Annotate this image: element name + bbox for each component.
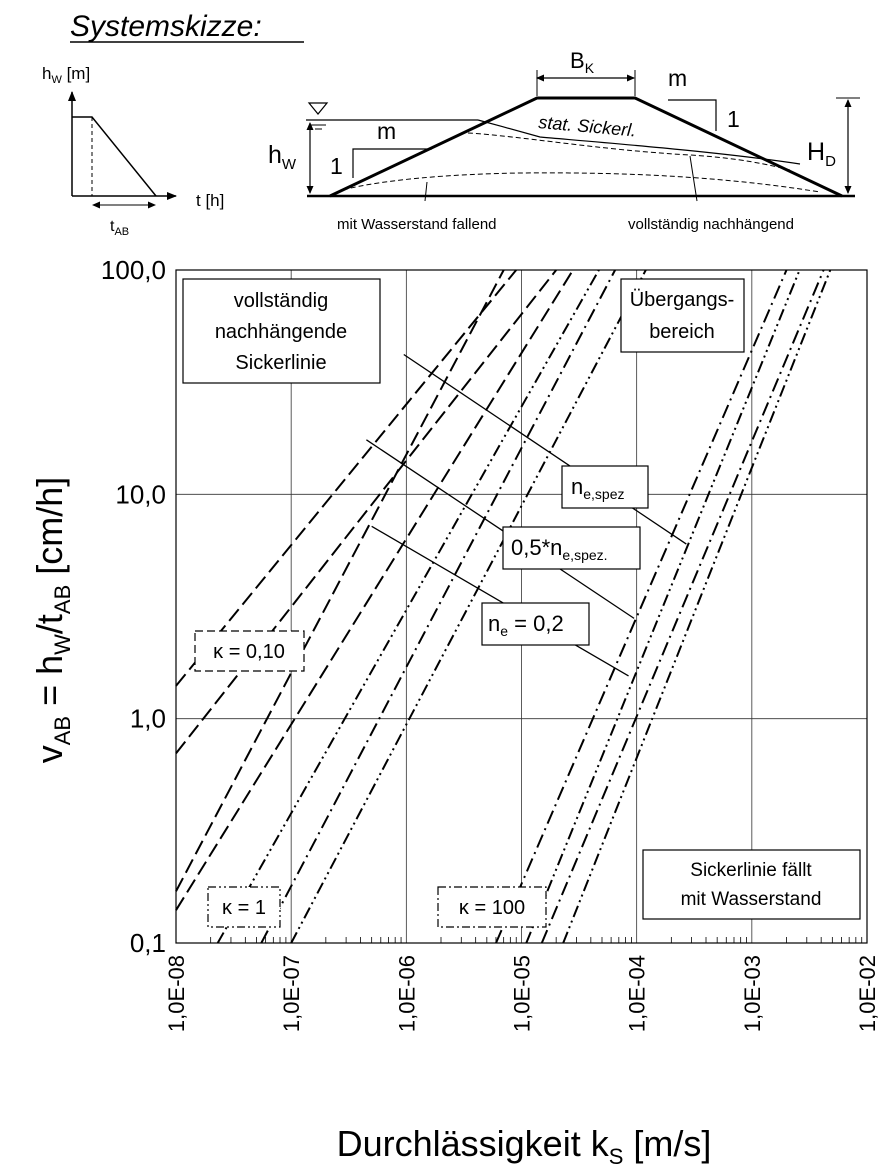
series-line [562, 269, 832, 944]
y-tick-label: 100,0 [101, 255, 166, 285]
series-line [290, 269, 647, 944]
svg-text:0,5*ne,spez.: 0,5*ne,spez. [511, 535, 608, 563]
box-half-ne-spez: 0,5*ne,spez. [502, 526, 641, 570]
series-line [260, 269, 616, 944]
one-label-left: 1 [330, 153, 343, 179]
svg-text:Übergangs-: Übergangs- [630, 289, 735, 311]
y-axis-label: vAB = hW/tAB [cm/h] [29, 477, 75, 764]
x-tick-label: 1,0E-05 [510, 955, 535, 1032]
series-line [525, 269, 801, 944]
annotation-line [403, 353, 687, 545]
svg-text:vollständig: vollständig [234, 290, 329, 312]
box-kappa-100: κ = 100 [437, 886, 547, 928]
nachhaengend-label: vollständig nachhängend [628, 216, 794, 233]
box-vollstaendig: vollständig nachhängende Sickerlinie [182, 278, 381, 384]
dam-sketch: BK m 1 m 1 hW HD stat. Sickerl. mit Wass… [268, 48, 860, 233]
system-sketch: Systemskizze: hW [m] t [h] tAB [42, 10, 860, 238]
series-line [540, 269, 825, 944]
m-label-right: m [668, 65, 687, 91]
chart-series [175, 269, 832, 944]
hd-label: HD [807, 138, 836, 170]
series-line [495, 269, 788, 944]
annotation-line [366, 439, 635, 619]
box-kappa-010: κ = 0,10 [194, 630, 305, 672]
x-axis-label: Durchlässigkeit kS [m/s] [337, 1123, 712, 1169]
t-axis-label: t [h] [196, 191, 224, 210]
svg-text:κ = 1: κ = 1 [222, 897, 266, 919]
x-tick-label: 1,0E-08 [164, 955, 189, 1032]
one-label-right: 1 [727, 106, 740, 132]
box-kappa-1: κ = 1 [207, 886, 281, 928]
chart-annotation-lines [366, 353, 687, 677]
series-line [175, 269, 505, 892]
svg-text:nachhängende: nachhängende [215, 321, 347, 343]
x-tick-label: 1,0E-07 [279, 955, 304, 1032]
svg-text:mit Wasserstand: mit Wasserstand [681, 889, 822, 910]
series-line [175, 269, 517, 687]
y-tick-label: 10,0 [115, 479, 166, 509]
x-tick-label: 1,0E-02 [855, 955, 880, 1032]
series-line [216, 269, 600, 944]
stat-sickerlinie-label: stat. Sickerl. [538, 112, 637, 140]
series-line [175, 269, 557, 755]
box-sickerlinie-faellt: Sickerlinie fällt mit Wasserstand [642, 849, 861, 920]
svg-text:bereich: bereich [649, 321, 715, 343]
y-tick-label: 0,1 [130, 928, 166, 958]
chart: 0,1 1,0 10,0 100,0 1,0E-08 1,0E-07 1,0E-06 1,0E… [29, 255, 880, 1169]
plot-frame [175, 269, 868, 944]
x-tick-label: 1,0E-06 [394, 955, 419, 1032]
m-label-left: m [377, 118, 396, 144]
x-tick-label: 1,0E-04 [625, 955, 650, 1032]
svg-text:κ = 0,10: κ = 0,10 [213, 641, 285, 663]
svg-text:Sickerlinie fällt: Sickerlinie fällt [690, 860, 812, 881]
y-tick-label: 1,0 [130, 704, 166, 734]
hydrograph: hW [m] t [h] tAB [42, 64, 224, 238]
hw-label: hW [268, 141, 297, 173]
bk-label: BK [570, 48, 595, 76]
box-uebergangsbereich: Übergangs- bereich [620, 278, 745, 353]
svg-text:Sickerlinie: Sickerlinie [235, 352, 326, 374]
tab-label: tAB [110, 218, 129, 238]
svg-text:ne,spez: ne,spez [571, 474, 625, 502]
svg-text:κ = 100: κ = 100 [459, 897, 525, 919]
chart-minor-ticks [210, 937, 863, 943]
sketch-title: Systemskizze: [70, 10, 262, 43]
annotation-line [371, 525, 629, 677]
box-ne-02: ne = 0,2 [481, 602, 590, 646]
x-tick-label: 1,0E-03 [740, 955, 765, 1032]
box-ne-spez: ne,spez [561, 465, 649, 509]
hw-axis-label: hW [m] [42, 64, 90, 86]
svg-text:ne = 0,2: ne = 0,2 [488, 611, 564, 639]
fallend-label: mit Wasserstand fallend [337, 216, 497, 233]
chart-tick-labels: 0,1 1,0 10,0 100,0 1,0E-08 1,0E-07 1,0E-06 1,0E… [101, 255, 880, 1032]
